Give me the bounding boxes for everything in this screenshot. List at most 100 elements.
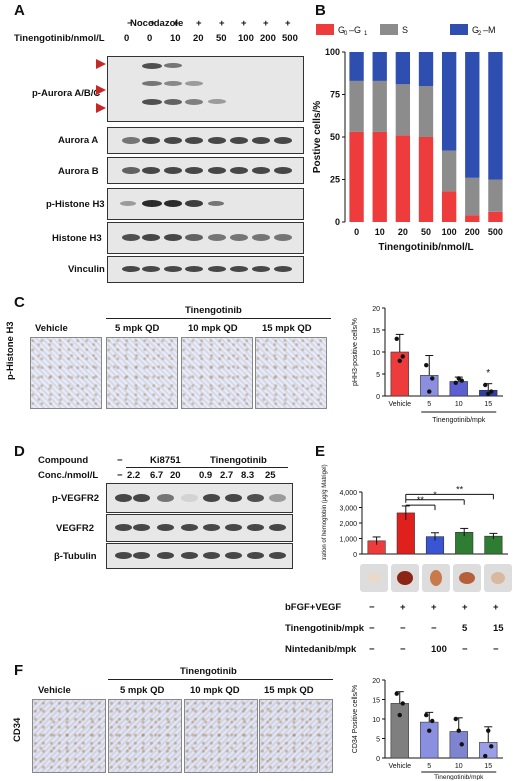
cd34-image-15mpk [259,699,333,773]
conc-dash: − [117,470,123,481]
cd34-image-10mpk [184,699,258,773]
y-tick-label: 0 [353,552,357,559]
panel-b-label: B [315,2,326,19]
blot-label-tubulin: β-Tubulin [54,551,97,562]
x-tick-label: 100 [442,227,457,237]
x-tick-label: 10 [375,227,385,237]
y-tick-label: 75 [330,90,340,100]
panel-c-img-label-4: 15 mpk QD [262,323,312,334]
e-row-value: − [400,644,406,655]
stacked-bar-segment [441,52,457,151]
panel-f-group-label: Tinengotinib [180,666,237,677]
tinengotinib-value: 0 [124,33,130,44]
legend-label-m: –M [483,25,496,35]
blot-band [133,552,150,559]
cd34-bar-chart: 0 5 10 15 20 CD34 Positive cells/% Vehicle 5 10 1… [352,678,503,780]
stacked-bar-segment [349,131,364,222]
y-tick-label: 15 [372,698,380,705]
sig-label: * [433,490,437,500]
panel-f-img-label-2: 5 mpk QD [120,685,165,696]
ihc-image-vehicle [30,337,102,409]
e-row-value: + [400,602,406,613]
x-tick-label: Vehicle [388,763,411,770]
conc-values: 2.2 6.7 20 0.9 2.7 8.3 25 [0,470,300,482]
blot-band [142,137,160,144]
y-tick-label: 100 [325,47,340,57]
stacked-bar-segment [372,52,387,81]
y-tick-label: 20 [372,678,380,685]
bar [449,731,468,759]
conc-value: 2.2 [127,470,141,481]
blot-band [225,524,242,531]
blot-band [115,494,132,502]
y-tick-label: 50 [330,132,340,142]
y-tick-label: 10 [372,717,380,724]
blot-band [247,524,264,531]
blot-band [274,266,292,272]
ihc-image-10mpk [181,337,253,409]
data-point [483,382,488,388]
data-point [453,716,458,722]
data-point [427,389,432,394]
panel-f-label: F [14,662,24,679]
data-point [424,363,429,368]
legend-label-g0g1: G [338,25,345,35]
cd34-image-vehicle [32,699,106,773]
blot-band [157,552,174,559]
conc-label: Conc./nmol/L [38,470,99,481]
blot-label-vegfr2: VEGFR2 [56,523,95,534]
conc-value: 8.3 [241,470,255,481]
stacked-bar-segment [465,215,480,222]
panel-c-label: C [14,294,25,311]
y-tick-label: 20 [372,306,380,313]
blot-label-p-aurora: p-Aurora A/B/C [32,88,101,99]
conc-value: 0.9 [199,470,213,481]
x-tick-label: 0 [354,227,359,237]
blot-band [185,234,203,241]
hemoglobin-bar-chart: 0 1,000 2,000 3,000 4,000 Concentration of he… [322,464,508,560]
blot-band [230,137,248,144]
panel-c-img-label-3: 10 mpk QD [188,323,238,334]
blot-band [181,524,198,531]
stacked-bar-segment [488,179,503,212]
blot-band [208,167,226,174]
nocodazole-value: + [263,18,269,29]
x-axis-title: Tinengotinib/mpk [432,417,486,424]
data-point [427,728,432,733]
data-point [489,389,494,394]
data-point [489,744,494,749]
blot-band [133,524,150,531]
blot-vinculin [107,256,304,283]
e-row-label-2: Tinengotinib/mpk [285,623,364,634]
data-point [459,378,464,383]
blot-band [274,167,292,174]
e-row-value: − [493,644,499,655]
x-tick-label: 15 [484,763,492,770]
blot-band [142,167,160,174]
panel-a-label: A [14,2,25,19]
ihc-image-5mpk [106,337,178,409]
tinengotinib-values: 0 0 10 20 50 100 200 500 [0,33,520,45]
e-row-value: + [462,602,468,613]
legend-swatch [380,24,398,35]
blot-band [208,137,226,144]
panel-c-group-label: Tinengotinib [185,305,242,316]
x-tick-label: 500 [488,227,503,237]
stacked-bar-segment [441,191,457,222]
blot-histone-h3 [107,222,304,254]
blot-band [247,552,264,559]
blot-aurora-b [107,157,304,184]
x-tick-label: 15 [484,401,492,408]
panel-c-img-label-2: 5 mpk QD [115,323,160,334]
panel-f-row-label: CD34 [12,717,23,742]
stacked-bar-segment [488,211,503,222]
data-point [430,718,435,724]
blot-band [185,137,203,144]
data-point [486,728,491,733]
data-point [397,712,402,718]
tinengotinib-conc-label: Tinengotinib/nmol/L [14,33,105,44]
blot-band [164,137,182,144]
e-row-value: − [462,644,468,655]
blot-band [122,137,140,144]
blot-band [142,234,160,241]
